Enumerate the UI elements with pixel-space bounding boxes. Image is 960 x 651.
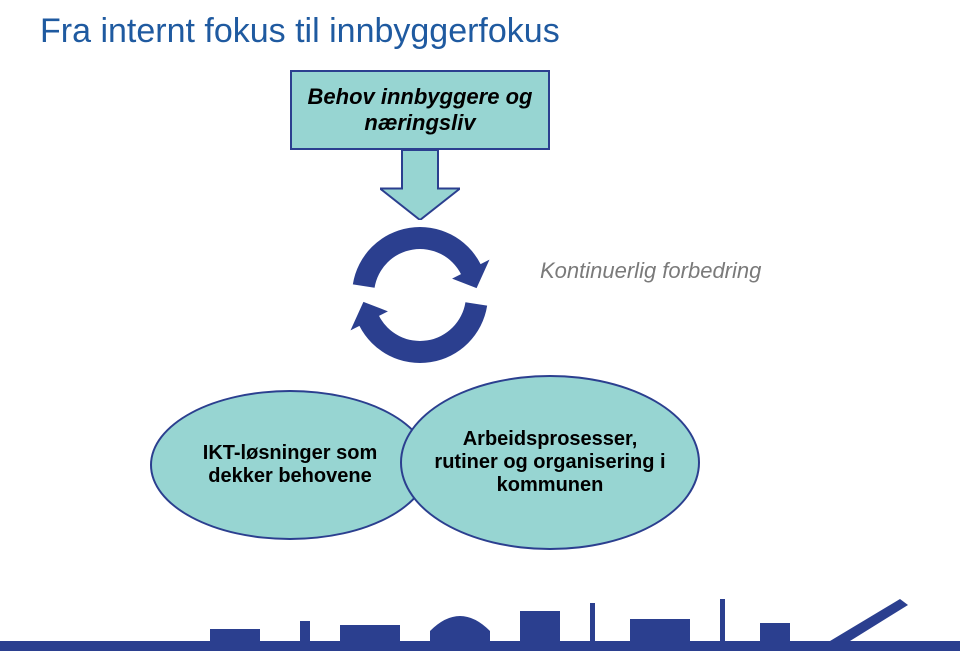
skyline-decoration xyxy=(0,581,960,651)
ellipse-ikt-label: IKT-løsninger som dekker behovene xyxy=(180,442,400,488)
cycle-side-label: Kontinuerlig forbedring xyxy=(540,258,761,284)
top-box-label: Behov innbyggere og næringsliv xyxy=(306,84,534,136)
ellipse-ikt: IKT-løsninger som dekker behovene xyxy=(150,390,430,540)
cycle-arrows-icon xyxy=(322,197,518,393)
slide-canvas: Fra internt fokus til innbyggerfokus Beh… xyxy=(0,0,960,651)
ellipse-arbeid: Arbeidsprosesser, rutiner og organiserin… xyxy=(400,375,700,550)
slide-title: Fra internt fokus til innbyggerfokus xyxy=(40,12,560,51)
ellipse-arbeid-label: Arbeidsprosesser, rutiner og organiserin… xyxy=(430,428,670,497)
top-box: Behov innbyggere og næringsliv xyxy=(290,70,550,150)
